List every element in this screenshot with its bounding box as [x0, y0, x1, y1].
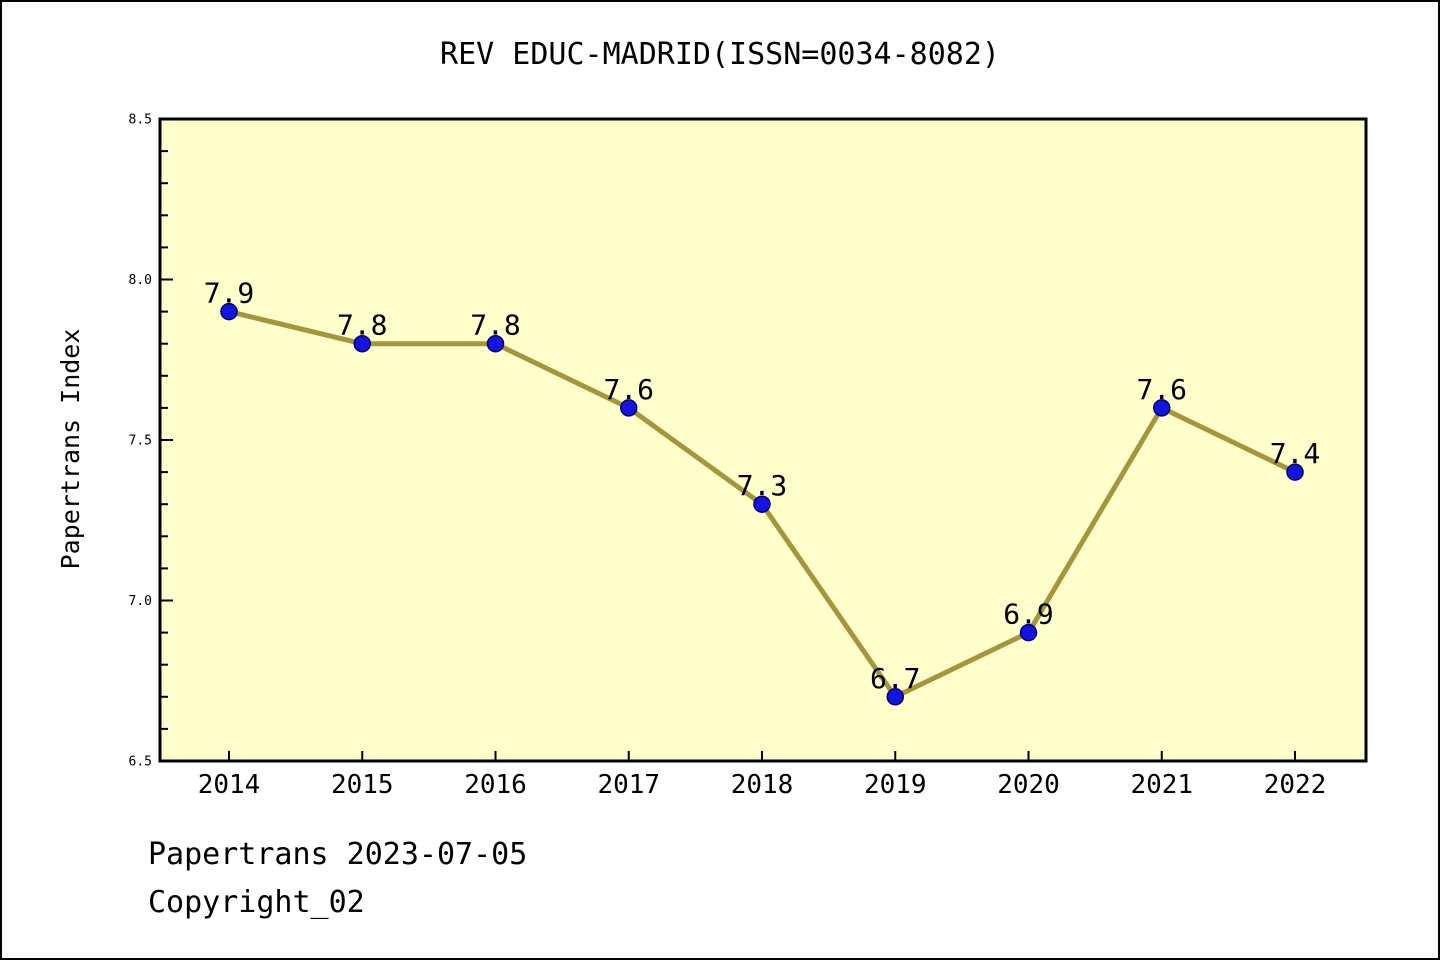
data-point-label: 6.9 — [1003, 598, 1054, 631]
y-tick-label: 8.5 — [129, 113, 152, 128]
footer-source-date: Papertrans 2023-07-05 — [148, 837, 528, 872]
x-tick-label: 2022 — [1264, 770, 1327, 800]
y-tick-label: 7.5 — [129, 434, 152, 449]
x-tick-label: 2020 — [997, 770, 1060, 800]
data-point-label: 7.4 — [1270, 437, 1321, 470]
y-tick-label: 7.0 — [129, 594, 152, 609]
data-point — [1286, 463, 1304, 481]
data-point — [620, 399, 638, 417]
data-point-label: 6.7 — [870, 662, 921, 695]
footer-copyright: Copyright_02 — [148, 885, 365, 920]
data-point — [1019, 623, 1038, 642]
data-point — [220, 302, 238, 321]
data-point — [486, 334, 505, 353]
series-layer: 7.9 7.8 7.8 7.6 7.3 6.7 6.9 7.6 7.4 — [204, 277, 1321, 706]
data-point-label: 7.3 — [737, 469, 788, 502]
x-tick-label: 2021 — [1130, 770, 1193, 800]
data-point — [886, 688, 904, 706]
x-tick-label: 2019 — [864, 770, 927, 800]
data-point-label: 7.6 — [1136, 373, 1187, 406]
data-point-label: 7.8 — [470, 309, 521, 342]
data-point — [1153, 399, 1171, 417]
data-point-label: 7.8 — [337, 309, 388, 342]
plot-area — [158, 117, 1368, 763]
x-tick-label: 2016 — [464, 770, 527, 800]
x-tick-label: 2017 — [597, 770, 660, 800]
data-point — [753, 495, 771, 513]
x-tick-label: 2014 — [198, 770, 261, 800]
data-point-label: 7.9 — [204, 277, 255, 310]
y-tick-label: 8.0 — [129, 273, 152, 288]
data-point-label: 7.6 — [603, 373, 654, 406]
x-tick-label: 2018 — [731, 770, 794, 800]
y-tick-label: 6.5 — [129, 755, 152, 770]
chart-title: REV EDUC-MADRID(ISSN=0034-8082) — [440, 37, 1000, 72]
x-tick-label: 2015 — [331, 770, 394, 800]
data-point — [353, 334, 371, 353]
axes-layer: 6.5 7.0 7.5 8.0 8.5 2014 2015 2016 2017 2018 2019 2… — [129, 113, 1327, 800]
y-axis-title: Papertrans Index — [56, 329, 85, 570]
